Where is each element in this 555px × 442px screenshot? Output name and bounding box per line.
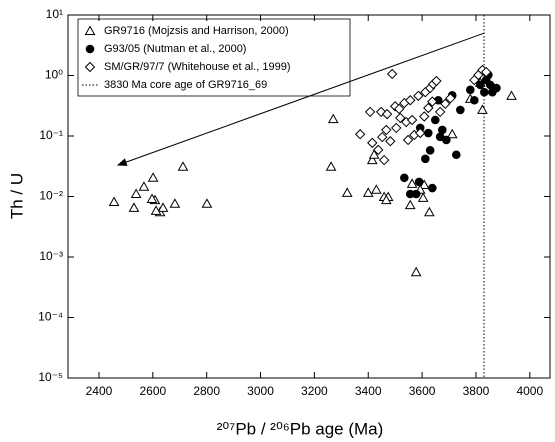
x-tick-label: 3800 — [463, 384, 490, 398]
point — [475, 80, 485, 90]
x-axis-title: ²⁰⁷Pb / ²⁰⁶Pb age (Ma) — [217, 419, 384, 438]
point — [446, 128, 458, 139]
point — [411, 189, 421, 199]
legend-marker — [84, 25, 96, 35]
y-tick-label: 10⁻¹ — [39, 128, 63, 142]
y-tick-label: 10⁻⁴ — [38, 310, 63, 324]
point — [150, 205, 162, 215]
point — [435, 132, 445, 142]
point — [404, 199, 416, 210]
legend-label: G93/05 (Nutman et al., 2000) — [104, 43, 246, 55]
point — [391, 122, 402, 134]
point — [341, 187, 353, 197]
point — [400, 173, 409, 183]
point — [362, 187, 374, 197]
point — [364, 106, 376, 118]
point — [177, 161, 189, 171]
point — [480, 66, 492, 78]
point — [414, 177, 424, 187]
point — [440, 98, 451, 110]
point — [393, 103, 405, 115]
x-tick-label: 2800 — [193, 384, 220, 398]
x-tick-label: 3200 — [301, 384, 328, 398]
point — [370, 184, 382, 194]
point — [366, 154, 378, 165]
point — [405, 95, 416, 106]
legend-label: SM/GR/97/7 (Whitehouse et al., 1999) — [104, 61, 290, 73]
y-tick-label: 10¹ — [46, 7, 63, 21]
point — [417, 192, 429, 202]
point — [424, 206, 435, 217]
x-tick-label: 3400 — [355, 384, 382, 398]
legend-marker — [84, 61, 96, 73]
point — [386, 68, 398, 80]
point — [367, 137, 378, 149]
point — [368, 149, 380, 159]
point — [146, 193, 158, 203]
point — [138, 181, 150, 191]
point — [445, 93, 456, 104]
point — [470, 95, 479, 105]
point — [406, 178, 418, 188]
point — [108, 196, 120, 207]
point — [451, 150, 461, 160]
point — [456, 105, 465, 115]
legend-marker — [85, 44, 95, 54]
point — [325, 161, 337, 171]
point — [431, 75, 442, 87]
point — [385, 136, 396, 147]
point — [423, 102, 434, 114]
legend-box — [77, 18, 351, 97]
point — [402, 134, 414, 146]
point — [372, 144, 384, 156]
trend-arrow — [116, 32, 485, 166]
y-tick-label: 10⁻⁵ — [38, 370, 63, 384]
point — [419, 111, 430, 122]
y-tick-label: 10⁻³ — [39, 249, 63, 263]
x-tick-label: 3600 — [409, 384, 436, 398]
point — [395, 112, 406, 124]
point — [389, 101, 401, 112]
point — [425, 146, 435, 155]
point — [381, 124, 392, 136]
point — [201, 198, 213, 208]
x-tick-label: 2600 — [139, 384, 166, 398]
legend-label: GR9716 (Mojzsis and Harrison, 2000) — [104, 25, 289, 37]
point — [428, 183, 437, 193]
point — [130, 188, 142, 198]
x-tick-label: 4000 — [516, 384, 543, 398]
point — [406, 114, 418, 126]
point — [421, 154, 430, 164]
y-tick-label: 10⁻² — [39, 189, 63, 203]
point — [410, 266, 422, 277]
point — [354, 129, 366, 140]
point — [506, 90, 517, 100]
point — [381, 108, 393, 120]
point — [492, 83, 501, 93]
point — [479, 87, 489, 97]
point — [157, 202, 169, 212]
legend-label: 3830 Ma core age of GR9716_69 — [104, 79, 267, 91]
point — [377, 131, 388, 143]
point — [465, 85, 475, 95]
x-tick-label: 2400 — [86, 384, 113, 398]
point — [169, 198, 181, 208]
y-axis-title: Th / U — [7, 173, 26, 219]
point — [427, 96, 438, 107]
point — [327, 113, 339, 124]
point — [423, 128, 433, 138]
point — [147, 172, 159, 182]
point — [477, 104, 488, 114]
x-tick-label: 3000 — [247, 384, 274, 398]
point — [415, 127, 426, 139]
y-tick-label: 10⁰ — [45, 68, 63, 82]
point — [380, 194, 392, 205]
point — [375, 106, 387, 118]
point — [128, 202, 140, 212]
point — [378, 154, 390, 166]
point — [413, 90, 424, 102]
point — [434, 106, 446, 118]
point — [430, 115, 440, 125]
